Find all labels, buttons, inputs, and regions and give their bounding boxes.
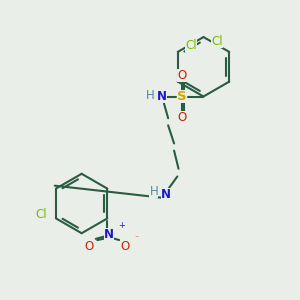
Text: O: O (178, 69, 187, 82)
Text: O: O (120, 239, 129, 253)
Text: ⁻: ⁻ (135, 234, 139, 243)
Text: N: N (104, 228, 114, 241)
Text: +: + (118, 221, 125, 230)
Text: O: O (84, 239, 94, 253)
Text: N: N (161, 188, 171, 201)
Text: O: O (178, 111, 187, 124)
Text: H: H (146, 89, 155, 102)
Text: N: N (157, 90, 167, 103)
Text: H: H (149, 184, 158, 197)
Text: Cl: Cl (185, 39, 197, 52)
Text: S: S (177, 90, 187, 103)
Text: Cl: Cl (211, 35, 223, 48)
Text: Cl: Cl (35, 208, 47, 221)
